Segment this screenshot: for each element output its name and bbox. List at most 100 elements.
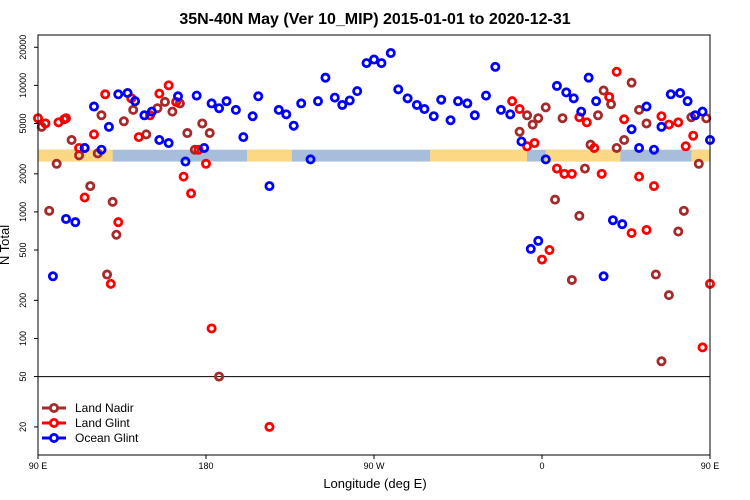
data-point: [107, 196, 118, 207]
data-point: [199, 142, 210, 153]
chart-title: 35N-40N May (Ver 10_MIP) 2015-01-01 to 2…: [179, 11, 570, 28]
data-point: [607, 215, 618, 226]
data-point: [682, 96, 693, 107]
data-point: [529, 138, 540, 149]
data-point: [591, 96, 602, 107]
data-point: [214, 371, 225, 382]
legend-marker: [49, 417, 60, 428]
band-ocean: [38, 149, 710, 162]
data-point: [53, 117, 64, 128]
band-land: [691, 149, 710, 162]
band-land: [430, 149, 528, 162]
data-point: [634, 171, 645, 182]
data-point: [452, 96, 463, 107]
data-point: [428, 111, 439, 122]
x-tick-label: 0: [539, 461, 544, 471]
legend-label: Land Nadir: [75, 401, 134, 415]
data-point: [522, 110, 533, 121]
data-point: [329, 92, 340, 103]
data-point: [154, 135, 165, 146]
data-point: [167, 106, 178, 117]
data-point: [337, 99, 348, 110]
data-point: [393, 84, 404, 95]
data-point: [688, 130, 699, 141]
data-point: [206, 98, 217, 109]
data-point: [186, 188, 197, 199]
data-point: [619, 135, 630, 146]
data-point: [344, 95, 355, 106]
data-point: [649, 144, 660, 155]
data-point: [656, 121, 667, 132]
data-point: [238, 132, 249, 143]
data-point: [189, 144, 200, 155]
data-point: [163, 80, 174, 91]
data-point: [74, 142, 85, 153]
data-point: [537, 254, 548, 265]
data-point: [656, 111, 667, 122]
data-point: [102, 269, 113, 280]
data-point: [172, 91, 183, 102]
data-point: [122, 88, 133, 99]
x-tick-label: 90 E: [701, 461, 720, 471]
data-point: [385, 48, 396, 59]
data-point: [133, 132, 144, 143]
data-point: [462, 98, 473, 109]
data-point: [593, 110, 604, 121]
y-tick-label: 100: [18, 331, 28, 346]
data-point: [230, 104, 241, 115]
data-point: [641, 101, 652, 112]
data-point: [525, 243, 536, 254]
data-point: [361, 58, 372, 69]
y-tick-label: 500: [18, 242, 28, 257]
data-point: [505, 109, 516, 120]
data-point: [611, 66, 622, 77]
x-tick-label: 90 E: [29, 461, 48, 471]
data-point: [598, 85, 609, 96]
data-point: [159, 96, 170, 107]
legend-marker: [49, 402, 60, 413]
data-point: [182, 128, 193, 139]
data-point: [697, 342, 708, 353]
data-point: [690, 110, 701, 121]
data-point: [626, 228, 637, 239]
data-point: [641, 224, 652, 235]
data-point: [678, 205, 689, 216]
data-point: [626, 124, 637, 135]
y-axis-label: N Total: [0, 225, 12, 265]
data-point: [146, 106, 157, 117]
data-point: [480, 90, 491, 101]
data-point: [604, 91, 615, 102]
data-point: [281, 109, 292, 120]
data-point: [200, 158, 211, 169]
data-point: [113, 89, 124, 100]
y-tick-label: 2000: [18, 164, 28, 184]
data-point: [312, 96, 323, 107]
data-point: [544, 245, 555, 256]
data-point: [113, 217, 124, 228]
data-point: [40, 118, 51, 129]
data-point: [551, 163, 562, 174]
data-point: [589, 142, 600, 153]
data-point: [619, 114, 630, 125]
data-point: [61, 213, 72, 224]
data-point: [533, 113, 544, 124]
data-point: [111, 229, 122, 240]
data-point: [665, 89, 676, 100]
data-point: [197, 118, 208, 129]
data-point: [139, 110, 150, 121]
data-point: [579, 163, 590, 174]
y-tick-label: 5000: [18, 113, 28, 133]
data-point: [533, 235, 544, 246]
band-land: [247, 149, 292, 162]
data-point: [550, 194, 561, 205]
data-point: [85, 181, 96, 192]
data-point: [273, 104, 284, 115]
data-point: [495, 104, 506, 115]
data-point: [514, 104, 525, 115]
data-point: [566, 168, 577, 179]
data-point: [154, 88, 165, 99]
data-point: [522, 141, 533, 152]
y-tick-label: 20: [18, 422, 28, 432]
legend-marker: [49, 432, 60, 443]
